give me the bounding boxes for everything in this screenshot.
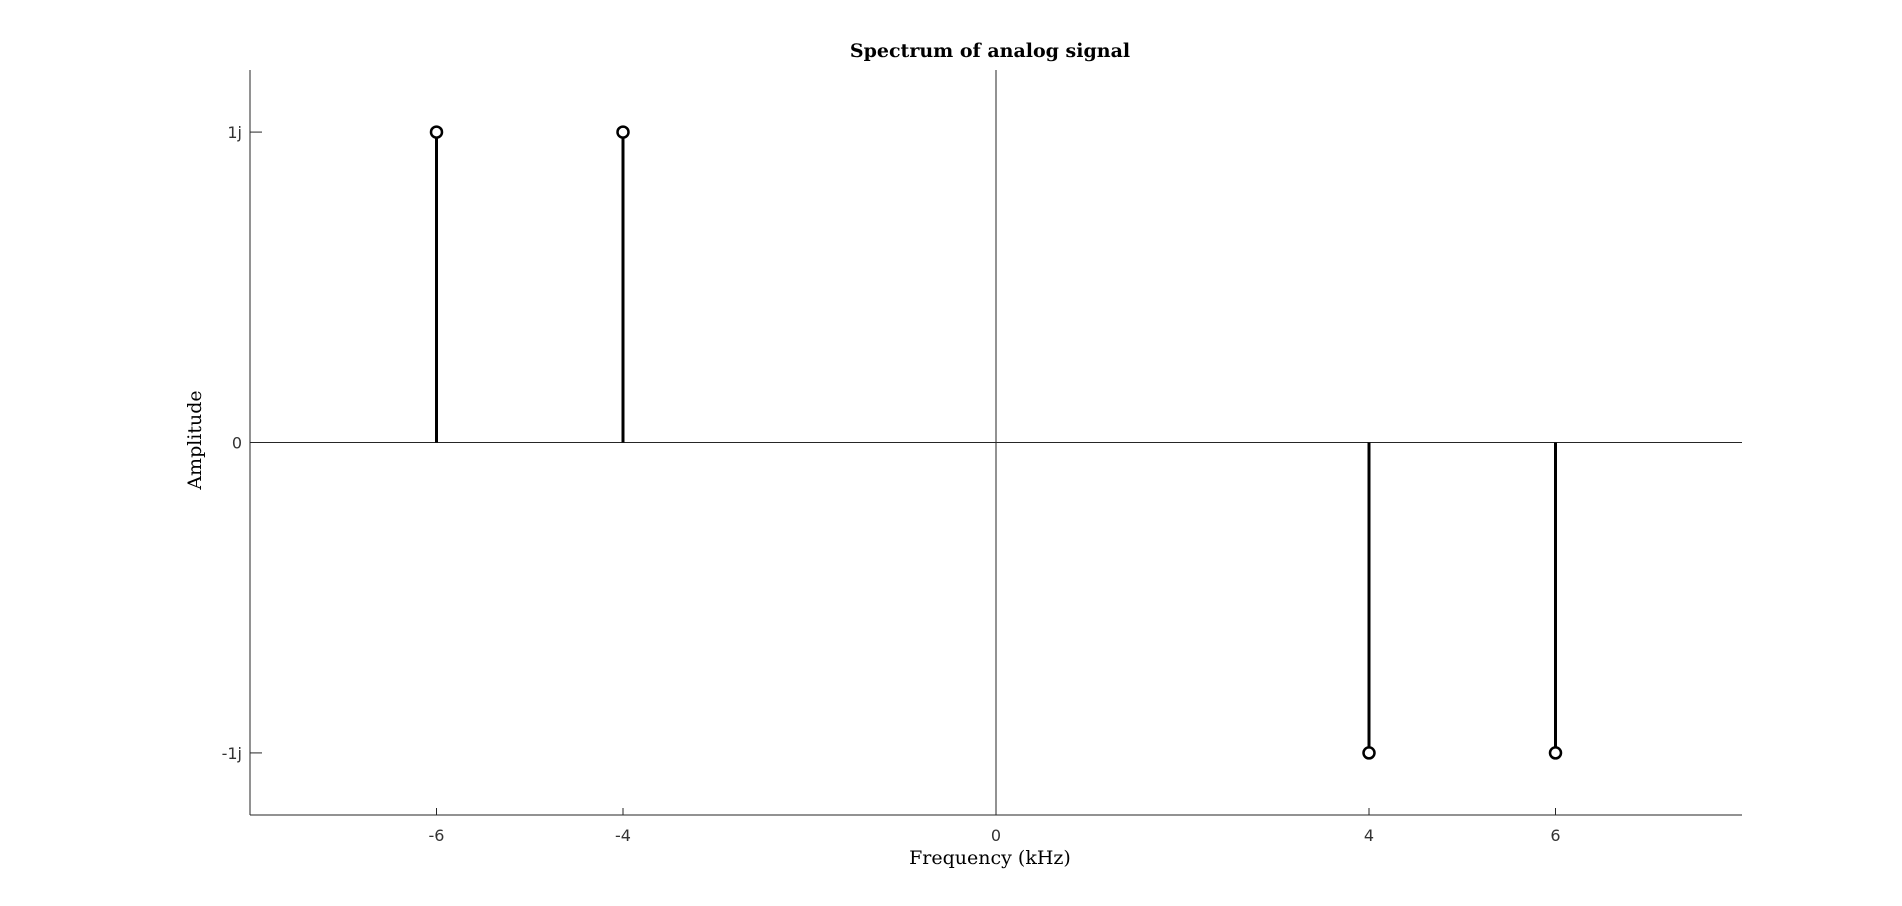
x-tick-label: 6 <box>1550 826 1560 845</box>
y-axis-label: Amplitude <box>184 390 206 490</box>
stem-marker <box>429 125 444 139</box>
stem-marker <box>616 125 630 139</box>
x-tick-label: 0 <box>991 826 1001 845</box>
stem-marker <box>1548 746 1563 760</box>
y-tick-label: 0 <box>232 434 242 453</box>
x-axis-label: Frequency (kHz) <box>909 847 1071 869</box>
x-tick-label: 4 <box>1364 826 1374 845</box>
chart-title: Spectrum of analog signal <box>850 40 1130 62</box>
stem-marker <box>1362 746 1376 760</box>
x-tick-label: -4 <box>615 826 631 845</box>
x-tick-label: -6 <box>429 826 445 845</box>
plot-axes <box>249 70 1742 816</box>
stem-series <box>429 125 1563 760</box>
y-tick-label: -1j <box>222 744 242 763</box>
tick-group: -6 -4 0 4 6 -1j 0 1j <box>222 123 1561 845</box>
y-tick-label: 1j <box>227 123 242 142</box>
